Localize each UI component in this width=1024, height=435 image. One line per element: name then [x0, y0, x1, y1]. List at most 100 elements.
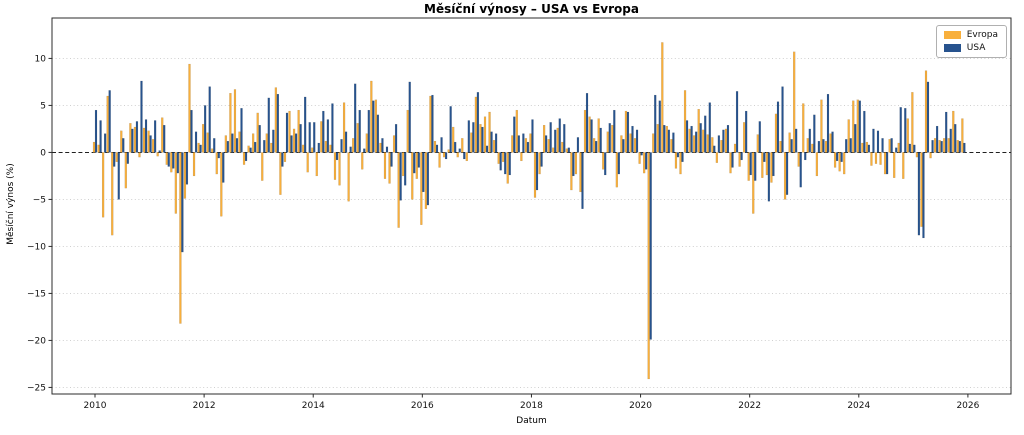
bar-evropa — [720, 140, 723, 153]
bar-usa — [849, 138, 852, 153]
bar-usa — [349, 146, 352, 153]
bar-evropa — [915, 152, 919, 158]
bar-usa — [326, 119, 330, 153]
bar-evropa — [297, 109, 300, 153]
bar-usa — [817, 140, 821, 153]
bar-usa — [267, 97, 270, 153]
bar-evropa — [101, 152, 105, 218]
bar-evropa — [342, 102, 346, 153]
x-axis-label: Datum — [516, 416, 547, 426]
bar-evropa — [120, 130, 123, 153]
bar-usa — [313, 122, 316, 153]
x-tick-label: 2024 — [847, 401, 870, 411]
bar-usa — [517, 135, 520, 153]
bar-evropa — [665, 125, 668, 153]
bar-evropa — [633, 138, 637, 153]
bar-usa — [872, 128, 875, 153]
bar-evropa — [729, 152, 732, 174]
bar-usa — [317, 142, 320, 153]
bar-evropa — [879, 152, 882, 165]
bar-usa — [558, 118, 561, 153]
bar-usa — [717, 135, 721, 153]
bar-evropa — [347, 152, 350, 202]
bar-usa — [331, 103, 334, 153]
bar-usa — [431, 94, 434, 153]
bar-evropa — [242, 152, 246, 165]
bar-evropa — [233, 89, 237, 153]
bar-evropa — [106, 95, 109, 153]
bar-usa — [490, 131, 493, 153]
bar-usa — [172, 152, 175, 169]
bar-usa — [254, 141, 257, 153]
bar-usa — [285, 112, 289, 153]
bar-usa — [444, 152, 448, 160]
bar-usa — [504, 152, 507, 175]
bar-evropa — [620, 135, 623, 153]
bar-usa — [772, 152, 775, 177]
bar-evropa — [597, 118, 600, 153]
bar-usa — [153, 120, 157, 153]
evropa-swatch-icon — [943, 31, 961, 39]
bar-evropa — [570, 152, 573, 191]
bar-usa — [863, 110, 866, 153]
bar-evropa — [411, 152, 414, 200]
bar-usa — [513, 116, 516, 153]
bar-evropa — [770, 152, 773, 183]
bar-usa — [249, 147, 252, 153]
bar-evropa — [647, 152, 650, 380]
bar-evropa — [943, 138, 946, 153]
bar-evropa — [151, 139, 155, 153]
bar-usa — [194, 131, 198, 153]
bar-usa — [508, 152, 511, 176]
bar-evropa — [902, 152, 905, 179]
bar-evropa — [847, 119, 850, 153]
bar-usa — [785, 152, 789, 195]
bar-usa — [645, 152, 648, 170]
bar-usa — [826, 93, 830, 153]
y-tick-label: −20 — [27, 336, 46, 346]
bar-usa — [885, 152, 889, 175]
bar-usa — [472, 122, 475, 153]
bar-evropa — [474, 96, 478, 153]
x-tick-label: 2010 — [84, 401, 107, 411]
bar-evropa — [579, 152, 582, 193]
bar-usa — [458, 148, 461, 153]
bar-usa — [344, 131, 348, 153]
bar-usa — [867, 144, 871, 153]
bar-usa — [613, 109, 616, 153]
bar-usa — [135, 121, 139, 153]
bar-evropa — [556, 127, 559, 153]
bar-usa — [635, 129, 639, 153]
bar-evropa — [424, 152, 428, 209]
bar-evropa — [452, 126, 455, 153]
bar-evropa — [211, 148, 214, 153]
bar-evropa — [865, 141, 869, 153]
bar-evropa — [788, 132, 791, 153]
bar-usa — [404, 152, 407, 186]
bar-usa — [908, 143, 911, 153]
bar-evropa — [129, 123, 132, 153]
bar-usa — [222, 152, 225, 183]
bar-usa — [735, 91, 739, 153]
bar-evropa — [715, 152, 719, 163]
bar-usa — [963, 142, 966, 153]
bar-usa — [103, 133, 107, 153]
bar-usa — [163, 125, 166, 153]
bar-evropa — [111, 152, 114, 236]
bar-usa — [895, 147, 898, 153]
bar-evropa — [433, 140, 437, 153]
bar-evropa — [506, 152, 509, 184]
bar-evropa — [420, 152, 423, 225]
x-tick-label: 2014 — [302, 401, 325, 411]
bar-evropa — [538, 152, 541, 175]
bar-usa — [399, 152, 402, 201]
bar-usa — [204, 105, 207, 153]
bar-usa — [485, 145, 489, 153]
bar-evropa — [733, 143, 737, 153]
bar-evropa — [574, 152, 578, 175]
bar-usa — [685, 120, 689, 153]
bar-usa — [376, 114, 380, 153]
bar-usa — [226, 140, 229, 153]
bar-usa — [494, 133, 498, 153]
bar-usa — [394, 124, 398, 153]
